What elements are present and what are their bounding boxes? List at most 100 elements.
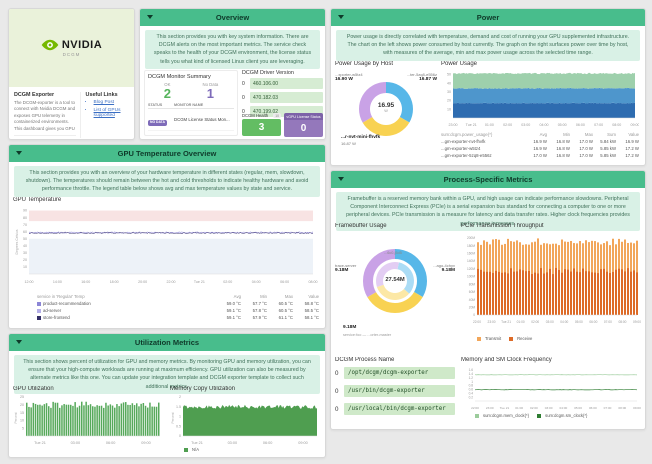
power-usage-chart: 50 40 30 20 10 23:00 Tue 21 01:00 02:00 03:00 04:0… (441, 68, 640, 135)
receive-bar (579, 272, 581, 315)
legend-value: 61.1 °C (278, 315, 293, 321)
tick-label: 09:00 (631, 123, 640, 127)
legend-value: 60.5 °C (278, 308, 293, 314)
tick-label: 10 (20, 419, 24, 423)
section-header-temperature[interactable]: GPU Temperature Overview (9, 145, 325, 162)
util-bar (59, 407, 61, 436)
collapse-chevron-icon[interactable] (16, 151, 22, 155)
power-donut-chart (336, 69, 436, 154)
legend-series-name: ad-server (43, 308, 62, 314)
driver-count: 0 (242, 80, 245, 87)
receive-bar (630, 271, 632, 315)
nvidia-info-area: DCGM Exporter The DCGM-exporter is a too… (9, 87, 134, 139)
legend-series-name: ...gm-exporter-5zq8-e556z (441, 153, 492, 159)
tick-label: 23:00 (486, 406, 494, 410)
power-section-card: Power Power usage is directly correlated… (330, 8, 646, 166)
legend-value: 58.1 °C (304, 315, 319, 321)
legend-swatch (184, 447, 188, 452)
tick-label: 16:00 (81, 280, 90, 284)
legend-row[interactable]: product-recommendation 59.0 °C 57.7 °C 60.5… (37, 300, 319, 307)
util-bar (28, 406, 30, 436)
useful-link[interactable]: List of GPUs supported (93, 108, 121, 118)
legend-value: 5.84 kW (600, 139, 616, 145)
memory-copy-utilization-panel: Memory Copy Utilization 2 1.5 1 0.5 0 Tue 21 0… (170, 386, 323, 456)
pcie-throughput-panel: PCIe Transmission Throughput 200M 180M 160… (461, 223, 643, 351)
monitor-row[interactable]: OKDCGM Memory Copy Utiliz... (148, 131, 234, 140)
tick-label: 03:00 (546, 320, 554, 324)
util-bar (138, 406, 140, 436)
tick-label: 04:00 (559, 406, 567, 410)
legend-row[interactable]: ...gm-exporter-5zq8-e556z 17.0 W 16.8 W 17.… (441, 152, 639, 159)
tick-label: 06:00 (589, 406, 597, 410)
section-header-overview[interactable]: Overview (140, 9, 325, 26)
legend-value: 17.2 W (625, 153, 639, 159)
receive-bar (582, 268, 584, 315)
util-bar (107, 405, 109, 436)
util-bar (103, 407, 105, 436)
legend-item[interactable]: sum:dcgm.mem_clock{*} (475, 413, 529, 418)
driver-version-value: 470.199.02 (250, 106, 323, 117)
tick-label: Tue 21 (191, 441, 203, 445)
gpu-utilization-svg: 25 20 15 10 5 Tue 21 03:00 06:00 09:00 Percent (14, 395, 160, 445)
legend-item[interactable]: N/A (184, 447, 199, 452)
status-cell: NO DATA (148, 110, 174, 128)
legend-swatch (475, 413, 479, 418)
legend-value: 17.0 W (533, 153, 547, 159)
process-count: 0 (335, 405, 339, 413)
useful-link[interactable]: Blog Post (93, 100, 115, 105)
tick-label: 40M (469, 298, 476, 302)
useful-link-item[interactable]: Blog Post (94, 100, 129, 105)
receive-bar (609, 272, 611, 315)
legend-name-header: sum:dcgm.power_usage{*} (441, 132, 493, 137)
legend-column-header: Min (260, 294, 267, 299)
legend-name-header: service in 'Regular' Temp (37, 294, 85, 299)
legend-row[interactable]: ...gm-exporter-w5tz4 16.9 W 16.8 W 17.0 W 5.… (441, 145, 639, 152)
clock-frequency-chart: 1.6 1.4 1.2 1 0.8 0.6 0.4 0.2 22:00 23:00 Tue 21 01… (461, 365, 642, 418)
legend-value: 17.0 W (579, 146, 593, 152)
legend-swatch (37, 301, 41, 306)
section-header-utilization[interactable]: Utilization Metrics (9, 334, 325, 351)
donut-slice (367, 291, 423, 314)
util-bar (83, 405, 85, 436)
framebuffer-donut-chart (339, 231, 451, 336)
legend-item[interactable]: Receive (509, 336, 532, 341)
tick-label: Tue 21 (500, 406, 510, 410)
tick-label: 09:00 (298, 441, 308, 445)
tick-label: 15 (20, 411, 24, 415)
receive-bar (621, 269, 623, 315)
donut-slice-label: ...xporter-w5tz4 16.90 W (335, 72, 377, 84)
legend-swatch (37, 315, 41, 320)
status-column-header: STATUS (148, 102, 163, 107)
legend-column-header: Value (308, 294, 319, 299)
legend-item[interactable]: Transmit (477, 336, 501, 341)
collapse-chevron-icon[interactable] (147, 15, 153, 19)
collapse-chevron-icon[interactable] (338, 177, 344, 181)
util-bar (50, 407, 52, 436)
receive-bar (549, 268, 551, 315)
tick-label: 50 (23, 237, 27, 241)
nvidia-branding-card: NVIDIA DCGM DCGM Exporter The DCGM-expor… (8, 8, 135, 140)
section-header-power[interactable]: Power (331, 9, 645, 26)
collapse-chevron-icon[interactable] (338, 15, 344, 19)
legend-item[interactable]: sum:dcgm.sm_clock{*} (537, 413, 587, 418)
legend-row[interactable]: store-frontend 59.1 °C 57.9 °C 61.1 °C 58.1 … (37, 314, 319, 321)
monitor-row[interactable]: NO DATA DCGM License Status Mon... (148, 109, 234, 131)
legend-row[interactable]: ad-server 59.1 °C 57.8 °C 60.5 °C 58.5 °C (37, 307, 319, 314)
utilization-description: This section shows percent of utilizatio… (14, 355, 320, 394)
useful-link-item[interactable]: List of GPUs supported (94, 108, 129, 118)
tick-label: 0.8 (469, 384, 474, 388)
legend-header: sum:dcgm.power_usage{*} Avg Min Max Sum Value (441, 131, 639, 138)
legend-swatch (509, 336, 514, 341)
dcgm-driver-version-panel: DCGM Driver Version 0 460.106.00 0 470.182.… (242, 70, 323, 117)
receive-bar (591, 272, 593, 315)
health-title-row: DCGM Health 10 (242, 113, 281, 118)
more-link[interactable]: More → (14, 134, 76, 139)
collapse-chevron-icon[interactable] (16, 340, 22, 344)
legend-row[interactable]: ...gm-exporter-nvt-fhvfk 16.9 W 16.8 W 17.0… (441, 138, 639, 145)
util-bar (76, 407, 79, 436)
donut-slice (362, 116, 410, 137)
pcie-throughput-svg: 200M 180M 160M 140M 120M 100M 80M 60M 40M 20M 0 22:… (467, 236, 641, 324)
process-name-row: 0/opt/dcgm/dcgm-exporter (335, 367, 455, 379)
util-bar (61, 405, 63, 436)
section-header-process[interactable]: Process-Specific Metrics (331, 171, 645, 188)
